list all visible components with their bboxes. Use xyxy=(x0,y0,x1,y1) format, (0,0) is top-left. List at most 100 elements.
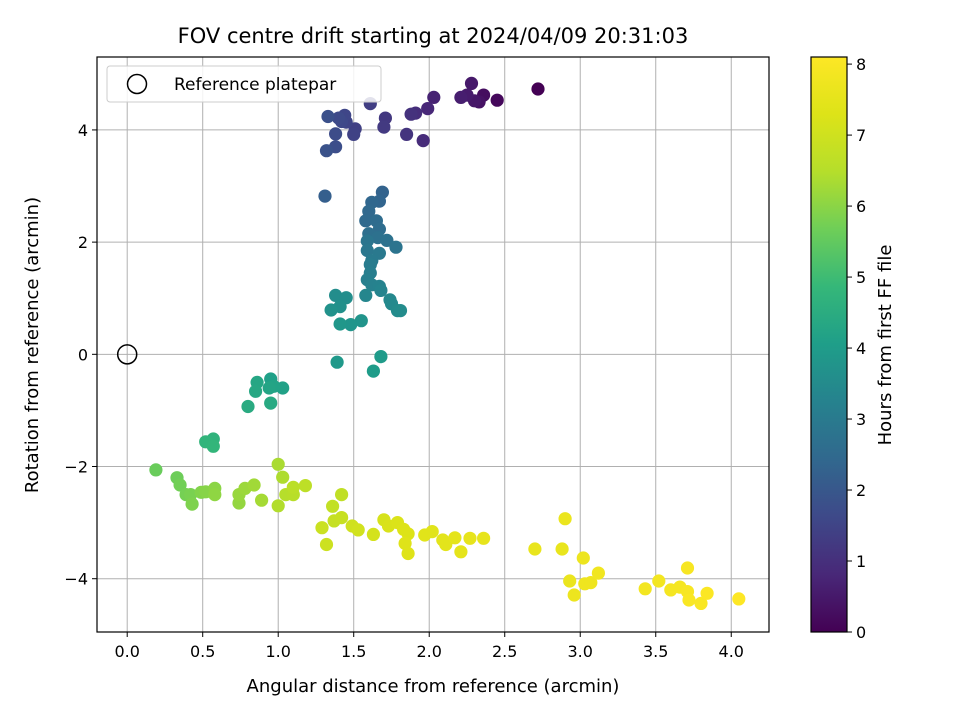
scatter-point xyxy=(531,82,545,96)
scatter-point xyxy=(286,480,300,494)
scatter-point xyxy=(700,586,714,600)
x-tick-label: 3.5 xyxy=(643,642,668,661)
scatter-point xyxy=(732,592,746,606)
colorbar-tick-label: 8 xyxy=(856,55,866,74)
scatter-point xyxy=(374,283,388,297)
scatter-point xyxy=(377,120,391,134)
scatter-point xyxy=(329,288,343,302)
scatter-point xyxy=(324,303,338,317)
chart-title: FOV centre drift starting at 2024/04/09 … xyxy=(178,24,689,48)
colorbar-label: Hours from first FF file xyxy=(875,245,896,446)
scatter-point xyxy=(333,317,347,331)
x-tick-label: 1.5 xyxy=(341,642,366,661)
scatter-point xyxy=(315,521,329,535)
scatter-point xyxy=(439,537,453,552)
x-tick-label: 1.0 xyxy=(265,642,290,661)
scatter-point xyxy=(173,478,187,492)
scatter-point xyxy=(454,545,468,559)
scatter-point xyxy=(425,525,439,539)
scatter-point xyxy=(262,381,276,395)
scatter-point xyxy=(555,542,569,556)
scatter-point xyxy=(416,134,430,148)
x-tick-label: 4.0 xyxy=(719,642,744,661)
scatter-point xyxy=(448,531,462,545)
x-tick-label: 2.5 xyxy=(492,642,517,661)
y-tick-label: −2 xyxy=(64,458,88,477)
x-tick-label: 0.0 xyxy=(114,642,139,661)
scatter-point xyxy=(249,384,263,398)
scatter-point xyxy=(332,111,346,125)
scatter-point xyxy=(330,355,344,369)
scatter-point xyxy=(652,574,666,588)
scatter-point xyxy=(359,214,373,228)
x-tick-label: 0.5 xyxy=(190,642,215,661)
scatter-point xyxy=(271,499,285,513)
y-axis-label: Rotation from reference (arcmin) xyxy=(22,197,43,493)
legend: Reference platepar xyxy=(106,65,382,103)
scatter-point xyxy=(464,76,479,90)
scatter-point xyxy=(319,144,334,158)
scatter-point xyxy=(360,234,374,248)
scatter-point xyxy=(326,499,340,513)
scatter-point xyxy=(463,531,477,545)
y-tick-label: 0 xyxy=(78,345,88,364)
scatter-point xyxy=(389,240,403,254)
colorbar-tick-label: 7 xyxy=(856,126,866,145)
scatter-point xyxy=(477,531,491,545)
scatter-point xyxy=(366,527,380,542)
data-points xyxy=(116,76,746,611)
scatter-point xyxy=(591,566,606,580)
colorbar-tick-label: 5 xyxy=(856,268,866,287)
scatter-point xyxy=(393,304,408,318)
scatter-point xyxy=(276,470,290,484)
legend-label: Reference platepar xyxy=(174,75,336,95)
scatter-point xyxy=(335,510,349,525)
scatter-point xyxy=(694,596,708,611)
scatter-point xyxy=(528,542,542,556)
scatter-point xyxy=(421,102,435,116)
scatter-point xyxy=(401,546,415,561)
scatter-point xyxy=(374,350,388,364)
colorbar-tick-label: 2 xyxy=(856,481,866,500)
colorbar-tick-label: 4 xyxy=(856,339,866,358)
scatter-point xyxy=(404,107,418,121)
scatter-point xyxy=(563,574,577,588)
x-axis-ticks: 0.0 0.5 1.0 1.5 2.0 2.5 3.0 3.5 4.0 xyxy=(114,632,744,661)
scatter-point xyxy=(680,561,695,575)
scatter-point xyxy=(335,488,349,502)
y-tick-label: −4 xyxy=(64,570,88,589)
scatter-point xyxy=(576,551,590,565)
scatter-point xyxy=(344,318,358,332)
scatter-point xyxy=(359,288,373,302)
scatter-point xyxy=(206,439,220,453)
legend-marker-reference-icon xyxy=(126,73,148,95)
scatter-point xyxy=(264,396,278,410)
scatter-point xyxy=(558,512,572,526)
scatter-point xyxy=(584,576,598,590)
scatter-point xyxy=(271,457,285,471)
scatter-point xyxy=(567,588,581,602)
scatter-point xyxy=(208,488,222,502)
scatter-point xyxy=(298,479,312,493)
scatter-point xyxy=(255,493,269,507)
scatter-point xyxy=(241,399,255,414)
y-tick-label: 4 xyxy=(78,121,88,140)
scatter-point xyxy=(354,314,368,328)
scatter-point xyxy=(427,90,441,104)
y-tick-label: 2 xyxy=(78,233,88,252)
scatter-point xyxy=(490,93,504,107)
scatter-point xyxy=(400,127,414,141)
colorbar-ticks: 0 1 2 3 4 5 6 7 8 xyxy=(847,55,866,642)
scatter-point xyxy=(454,90,468,104)
x-axis-label: Angular distance from reference (arcmin) xyxy=(247,676,620,697)
x-tick-label: 3.0 xyxy=(568,642,593,661)
colorbar: 0 1 2 3 4 5 6 7 8 Hours from first FF file xyxy=(810,55,896,642)
scatter-point xyxy=(318,189,332,203)
scatter-point xyxy=(319,537,334,552)
scatter-point xyxy=(185,497,199,511)
legend-box xyxy=(106,65,382,103)
scatter-point xyxy=(329,127,343,141)
scatter-point xyxy=(366,364,380,378)
colorbar-tick-label: 1 xyxy=(856,552,866,571)
